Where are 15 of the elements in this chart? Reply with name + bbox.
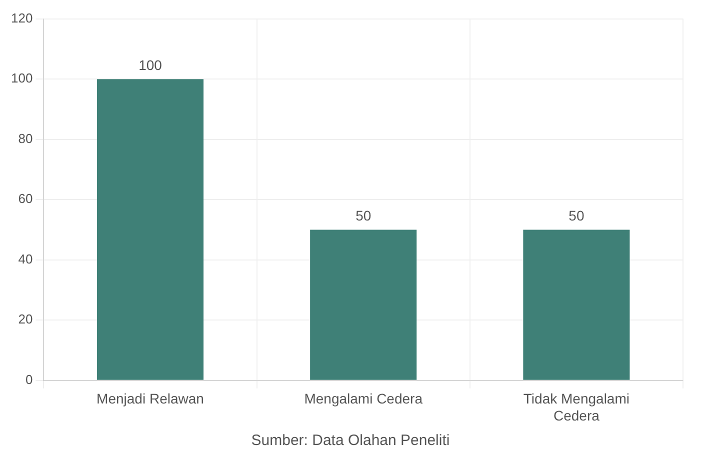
y-tick-label: 20 <box>18 312 33 327</box>
y-tick-label: 0 <box>25 372 33 387</box>
data-label: 50 <box>568 208 584 224</box>
text: Sumber: Data Olahan Peneliti <box>250 432 451 449</box>
y-tick-label: 40 <box>18 251 33 266</box>
y-tick-label: 120 <box>10 10 33 26</box>
category-label: Cedera <box>553 407 600 424</box>
y-tick-label: 100 <box>10 70 33 86</box>
y-tick-label: 80 <box>18 130 33 146</box>
x-tick-label: Mengalami Cedera <box>304 390 423 407</box>
y-tick-label: 60 <box>18 191 33 206</box>
data-label: 100 <box>138 56 162 73</box>
x-tick-label: Menjadi Relawan <box>96 390 204 407</box>
category-label: Tidak Mengalami <box>523 390 630 407</box>
data-label: 50 <box>356 208 372 224</box>
